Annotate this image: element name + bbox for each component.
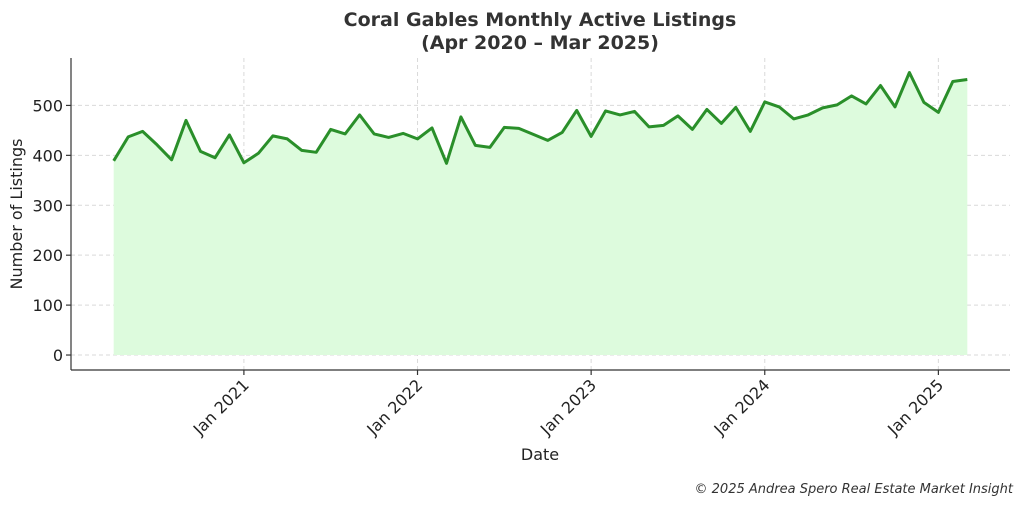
- x-ticks: Jan 2021 Jan 2022 Jan 2023 Jan 2024 Jan 2025: [189, 370, 947, 439]
- data-point-2022-09: [531, 132, 535, 136]
- y-tick-label: 0: [53, 346, 63, 365]
- axes: [70, 58, 1010, 371]
- data-point-2022-07: [502, 125, 506, 129]
- data-point-2022-08: [517, 126, 521, 130]
- data-point-2021-07: [329, 127, 333, 131]
- data-point-2021-12: [401, 131, 405, 135]
- y-tick-label: 200: [32, 246, 63, 265]
- data-point-2024-09: [879, 84, 883, 88]
- x-tick-label: Jan 2022: [362, 375, 426, 439]
- data-point-2023-03: [618, 113, 622, 117]
- data-point-2023-08: [690, 127, 694, 131]
- data-point-2023-05: [647, 125, 651, 129]
- data-point-2024-02: [777, 105, 781, 109]
- data-point-2020-07: [155, 143, 159, 147]
- x-tick-label: Jan 2025: [883, 375, 947, 439]
- data-point-2024-03: [792, 117, 796, 121]
- series-line: [112, 71, 968, 165]
- data-point-2023-07: [676, 114, 680, 118]
- y-tick-label: 400: [32, 146, 63, 165]
- data-point-2020-08: [170, 158, 174, 162]
- data-point-2022-06: [488, 145, 492, 149]
- data-point-2021-09: [358, 113, 362, 117]
- data-point-2024-12: [922, 100, 926, 104]
- data-point-2022-03: [445, 161, 449, 165]
- data-point-2020-06: [141, 129, 145, 133]
- series-area: [113, 72, 968, 355]
- data-point-2022-05: [473, 143, 477, 147]
- data-point-2021-06: [314, 150, 318, 154]
- data-point-2020-10: [199, 149, 203, 153]
- data-point-2024-08: [864, 102, 868, 106]
- data-point-2021-02: [256, 151, 260, 155]
- data-point-2024-07: [850, 94, 854, 98]
- y-tick-label: 300: [32, 196, 63, 215]
- data-point-2024-04: [806, 113, 810, 117]
- data-point-2020-09: [184, 118, 188, 122]
- y-axis-label: Number of Listings: [7, 139, 26, 290]
- data-point-2023-11: [734, 105, 738, 109]
- y-tick-label: 500: [32, 96, 63, 115]
- data-point-2022-01: [416, 137, 420, 141]
- x-tick-label: Jan 2023: [536, 375, 600, 439]
- data-point-2024-10: [893, 105, 897, 109]
- data-point-2024-01: [763, 100, 767, 104]
- data-point-2023-02: [604, 109, 608, 113]
- data-point-2025-02: [951, 80, 955, 84]
- data-point-2020-11: [213, 156, 217, 160]
- data-point-2021-01: [242, 161, 246, 165]
- data-point-2020-04: [112, 159, 116, 163]
- data-point-2023-01: [589, 134, 593, 138]
- chart-subtitle: (Apr 2020 – Mar 2025): [421, 32, 659, 54]
- data-point-2022-10: [546, 138, 550, 142]
- data-point-2020-12: [227, 133, 231, 137]
- chart-title: Coral Gables Monthly Active Listings: [344, 9, 737, 31]
- data-point-2022-11: [560, 130, 564, 134]
- x-tick-label: Jan 2021: [189, 375, 253, 439]
- data-point-2021-10: [372, 132, 376, 136]
- data-point-2025-01: [936, 110, 940, 114]
- data-point-2025-03: [965, 78, 969, 82]
- data-point-2020-05: [126, 135, 130, 139]
- data-point-2024-11: [907, 71, 911, 75]
- data-point-2021-05: [300, 148, 304, 152]
- data-point-2023-12: [748, 129, 752, 133]
- data-point-2023-04: [633, 109, 637, 113]
- footer-credit: © 2025 Andrea Spero Real Estate Market I…: [695, 482, 1014, 497]
- data-point-2022-02: [430, 126, 434, 130]
- data-point-2023-10: [719, 121, 723, 125]
- x-axis-label: Date: [521, 445, 559, 464]
- data-point-2022-12: [575, 108, 579, 112]
- data-point-2021-04: [285, 137, 289, 141]
- x-tick-label: Jan 2024: [710, 375, 774, 439]
- data-point-2021-08: [343, 132, 347, 136]
- data-point-2021-03: [271, 134, 275, 138]
- data-point-2024-05: [821, 106, 825, 110]
- y-tick-label: 100: [32, 296, 63, 315]
- data-point-2023-09: [705, 107, 709, 111]
- data-point-2022-04: [459, 115, 463, 119]
- data-point-2023-06: [662, 123, 666, 127]
- data-point-2021-11: [387, 135, 391, 139]
- y-ticks: 0 100 200 300 400 500: [32, 96, 71, 365]
- data-point-2024-06: [835, 103, 839, 107]
